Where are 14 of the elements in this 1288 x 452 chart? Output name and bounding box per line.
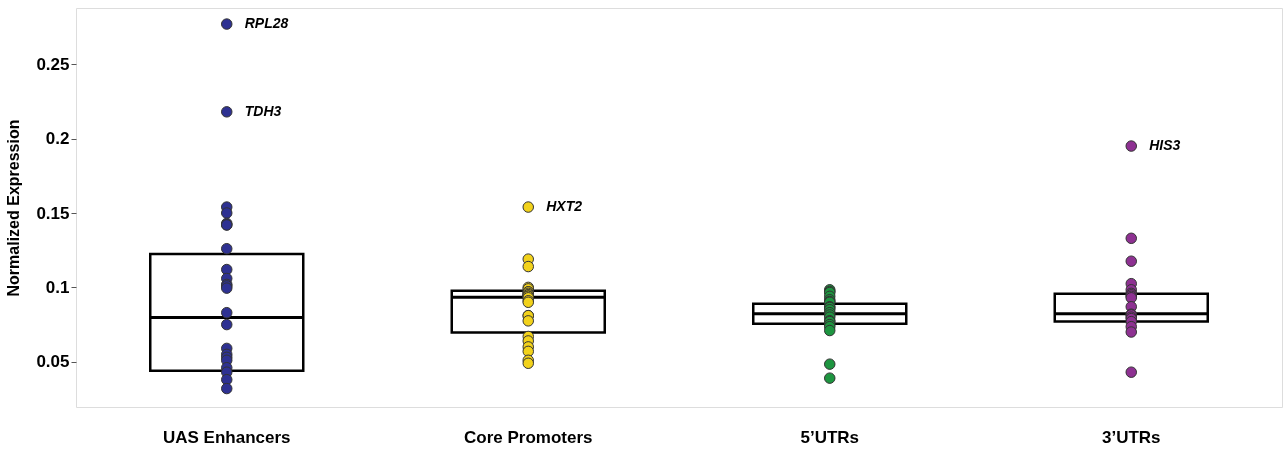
y-tick-label: 0.25 <box>36 54 70 74</box>
annotation: HXT2 <box>546 198 583 215</box>
annotation: TDH3 <box>244 102 282 119</box>
x-tick-label: 5’UTRs <box>800 427 860 447</box>
y-tick-label: 0.05 <box>36 352 70 372</box>
y-tick-label: 0.1 <box>45 277 70 297</box>
x-tick-label: Core Promoters <box>464 427 593 447</box>
y-tick-label: 0.15 <box>36 203 70 223</box>
y-axis-title: Normalized Expression <box>5 119 23 297</box>
annotation: RPL28 <box>244 15 289 32</box>
annotation: HIS3 <box>1149 137 1181 154</box>
y-tick-label: 0.2 <box>45 129 70 149</box>
x-tick-label: UAS Enhancers <box>162 427 291 447</box>
x-tick-label: 3’UTRs <box>1101 427 1161 447</box>
